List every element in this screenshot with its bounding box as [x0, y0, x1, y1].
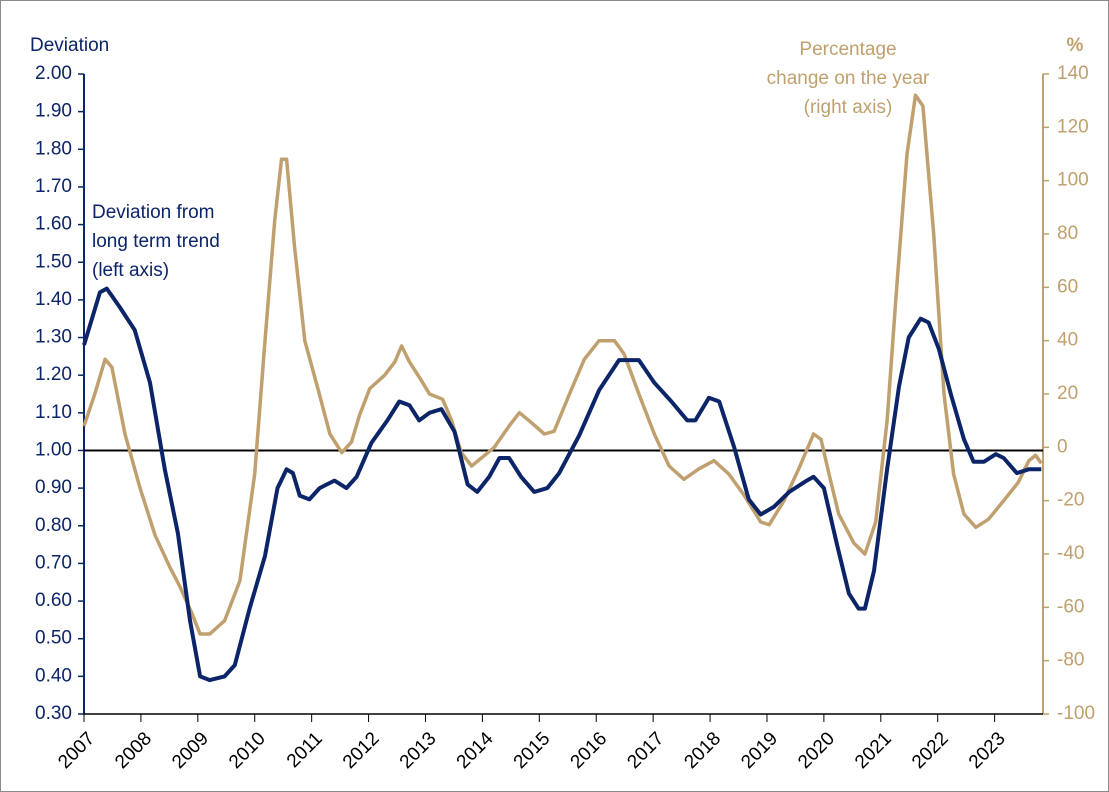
annotation: change on the year [767, 68, 930, 89]
series-line [82, 93, 1043, 636]
y-tick-label: 1.50 [35, 251, 72, 272]
y2-tick-label: 100 [1057, 170, 1089, 191]
y2-tick-label: -60 [1057, 596, 1084, 617]
y-tick-label: 0.70 [35, 552, 72, 573]
y-tick-label: 1.20 [35, 364, 72, 385]
y-tick-label: 0.40 [35, 665, 72, 686]
y-tick-label: 1.30 [35, 327, 72, 348]
y2-tick-label: 140 [1057, 63, 1089, 84]
y-tick-label: 1.60 [35, 214, 72, 235]
annotation: long term trend [92, 231, 220, 252]
y2-tick-label: 60 [1057, 276, 1078, 297]
y-tick-label: 1.80 [35, 138, 72, 159]
y2-tick-label: -40 [1057, 543, 1084, 564]
y2-tick-label: -80 [1057, 650, 1084, 671]
y2-tick-label: 40 [1057, 330, 1078, 351]
y2-tick-label: -100 [1057, 703, 1095, 724]
y-tick-label: 0.90 [35, 477, 72, 498]
y-tick-label: 2.00 [35, 63, 72, 84]
y-tick-label: 0.80 [35, 515, 72, 536]
y-tick-label: 1.70 [35, 176, 72, 197]
y2-tick-label: 20 [1057, 383, 1078, 404]
y-tick-label: 0.30 [35, 703, 72, 724]
y-tick-label: 0.60 [35, 590, 72, 611]
annotation: (left axis) [92, 260, 169, 281]
y-tick-label: 1.90 [35, 101, 72, 122]
y-tick-label: 1.10 [35, 402, 72, 423]
annotation: Deviation from [92, 202, 215, 223]
y-tick-label: 0.50 [35, 628, 72, 649]
series-line [82, 286, 1042, 683]
annotation: Percentage [799, 39, 896, 60]
y2-tick-label: 0 [1057, 436, 1068, 457]
y2-axis-title: % [1067, 35, 1084, 56]
y-tick-label: 1.40 [35, 289, 72, 310]
y2-tick-label: 120 [1057, 116, 1089, 137]
y-axis-title: Deviation [30, 35, 109, 56]
annotation: (right axis) [804, 97, 893, 118]
y2-tick-label: 80 [1057, 223, 1078, 244]
y-tick-label: 1.00 [35, 439, 72, 460]
y2-tick-label: -20 [1057, 490, 1084, 511]
